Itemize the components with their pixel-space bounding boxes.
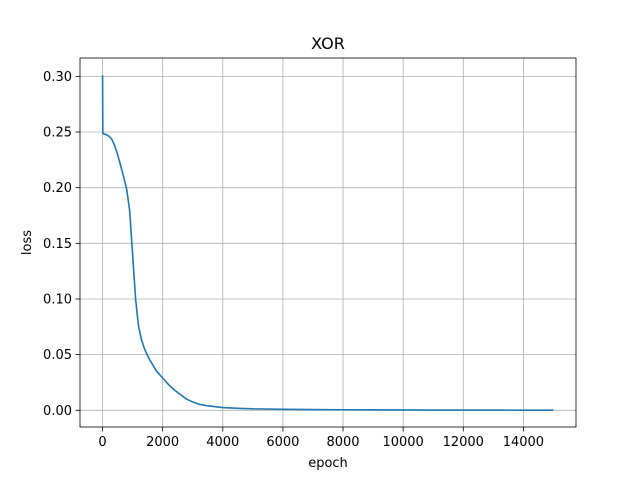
- x-tick-label: 0: [98, 435, 106, 450]
- x-tick-label: 12000: [443, 435, 484, 450]
- axes-frame: [79, 57, 577, 428]
- loss-series-line: [101, 75, 554, 411]
- y-tick-label: 0.10: [43, 292, 72, 307]
- y-axis-label: loss: [20, 230, 35, 255]
- x-tick-label: 2000: [146, 435, 179, 450]
- y-tick-label: 0.30: [43, 70, 72, 85]
- y-tick-label: 0.15: [43, 237, 72, 252]
- x-tick-label: 4000: [206, 435, 239, 450]
- x-tick-label: 6000: [266, 435, 299, 450]
- x-tick-label: 10000: [382, 435, 423, 450]
- y-tick-label: 0.25: [43, 126, 72, 141]
- x-tick-label: 14000: [503, 435, 544, 450]
- y-tick-label: 0.05: [43, 348, 72, 363]
- x-tick-label: 8000: [326, 435, 359, 450]
- chart-title: XOR: [311, 34, 345, 53]
- y-axis-ticks: 0.00 0.05 0.10 0.15 0.20 0.25 0.30: [43, 70, 80, 419]
- y-tick-label: 0.00: [43, 404, 72, 419]
- grid-lines: [80, 58, 576, 427]
- x-axis-ticks: 0 2000 4000 6000 8000 10000 12000 14000: [98, 427, 544, 450]
- x-axis-label: epoch: [308, 456, 348, 471]
- y-tick-label: 0.20: [43, 181, 72, 196]
